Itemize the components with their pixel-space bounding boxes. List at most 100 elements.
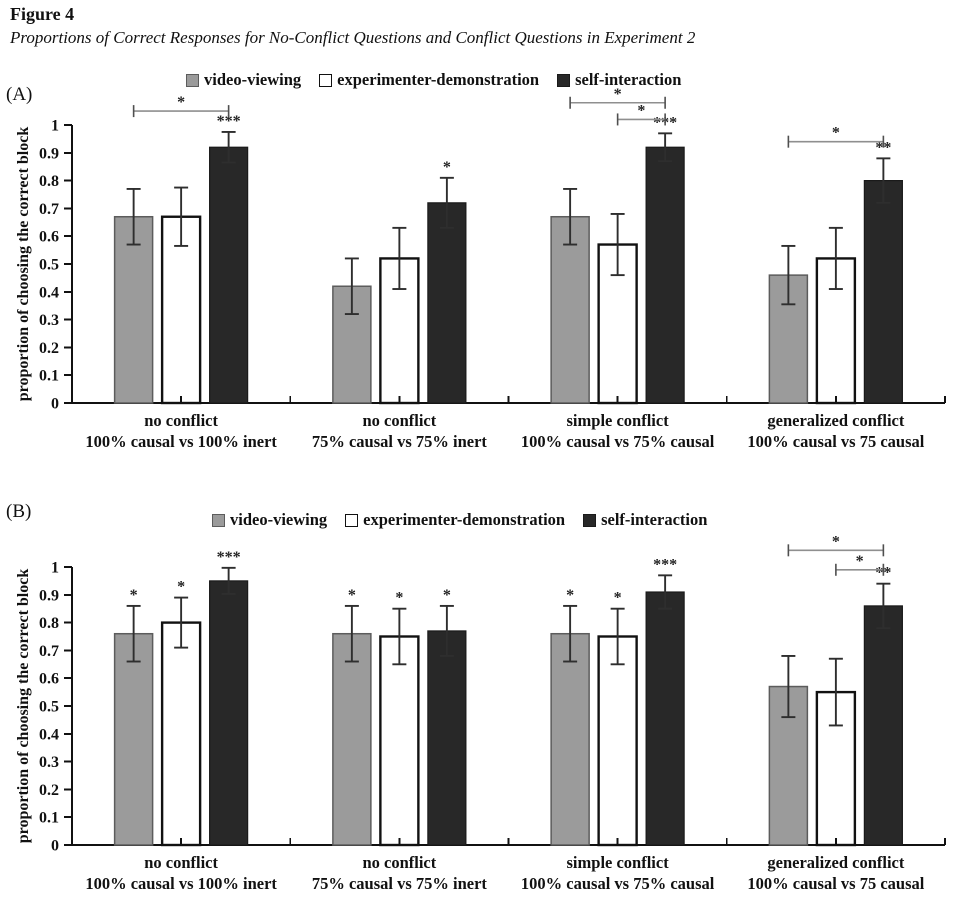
category-label-line1: no conflict	[362, 853, 436, 872]
y-tick-label: 0.4	[39, 726, 59, 743]
bar-video-viewing-group4	[768, 685, 809, 846]
figure-caption: Proportions of Correct Responses for No-…	[10, 28, 696, 47]
category-label-line2: 100% causal vs 75 causal	[747, 432, 924, 451]
legend-label-video-viewing: video-viewing	[204, 70, 302, 89]
bar-video-viewing-group3	[550, 632, 590, 846]
y-tick-label: 0.2	[39, 340, 59, 357]
y-tick-label: 0.7	[39, 643, 59, 660]
bar-self-interaction-group3	[645, 591, 685, 846]
bar-self-interaction-group3	[645, 146, 685, 404]
y-tick-label: 1	[51, 560, 59, 577]
y-tick-label: 0.6	[39, 229, 59, 246]
legend-item-experimenter-demonstration: experimenter-demonstration	[319, 70, 539, 90]
self-interaction-swatch-icon	[583, 513, 597, 527]
bar-experimenter-demonstration-group1	[160, 621, 202, 847]
legend-label-video-viewing: video-viewing	[230, 510, 328, 529]
category-label-line1: no conflict	[362, 411, 436, 430]
bar-experimenter-demonstration-group1	[160, 215, 202, 405]
bracket-label: *	[177, 94, 185, 111]
significance-stars: *	[614, 590, 622, 607]
y-tick-label: 0.4	[39, 284, 59, 301]
y-tick-label: 0.3	[39, 312, 59, 329]
y-tick-label: 0.8	[39, 173, 59, 190]
figure-number: Figure 4	[10, 4, 75, 24]
bar-self-interaction-group4	[863, 605, 903, 846]
significance-stars: *	[130, 587, 138, 604]
category-label-line1: simple conflict	[567, 853, 670, 872]
bar-video-viewing-group1	[113, 215, 154, 404]
bracket-label: *	[832, 533, 840, 550]
category-label-line2: 100% causal vs 75% causal	[521, 432, 715, 451]
y-tick-label: 0.1	[39, 810, 59, 827]
y-tick-label: 0.9	[39, 587, 59, 604]
video-viewing-swatch-icon	[186, 73, 199, 87]
significance-stars: ***	[217, 113, 241, 130]
y-tick-label: 0.1	[39, 368, 59, 385]
y-tick-label: 0.9	[39, 145, 59, 162]
y-tick-label: 0.6	[39, 671, 59, 688]
category-label-line1: no conflict	[144, 411, 218, 430]
legend-label-self-interaction: self-interaction	[601, 510, 708, 529]
category-label-line1: generalized conflict	[767, 411, 905, 430]
experimenter-demonstration-swatch-icon	[345, 513, 359, 527]
category-label-line1: no conflict	[144, 853, 218, 872]
bar-experimenter-demonstration-group3	[597, 635, 638, 847]
legend-item-experimenter-demonstration: experimenter-demonstration	[345, 510, 565, 530]
bracket-label: *	[637, 102, 645, 119]
y-tick-label: 0	[51, 396, 59, 413]
bar-self-interaction-group2	[427, 630, 467, 846]
chart-panel-b: 00.10.20.30.40.50.60.70.80.91* * *** ******…	[39, 533, 946, 893]
experimenter-demonstration-swatch-icon	[319, 73, 333, 87]
bar-self-interaction-group1	[209, 146, 249, 404]
bar-video-viewing-group3	[550, 215, 590, 404]
chart-panel-a: 00.10.20.30.40.50.60.70.80.91 ********** *…	[39, 86, 946, 451]
y-tick-label: 0.5	[39, 699, 59, 716]
legend-a: video-viewing experimenter-demonstration…	[186, 70, 681, 90]
significance-stars: ***	[653, 556, 677, 573]
y-tick-label: 0	[51, 838, 59, 855]
significance-stars: **	[875, 139, 891, 156]
self-interaction-swatch-icon	[557, 73, 571, 87]
significance-stars: ***	[217, 549, 241, 566]
category-label-line2: 100% causal vs 100% inert	[85, 874, 277, 893]
legend-b: video-viewing experimenter-demonstration…	[212, 510, 707, 530]
bracket-label: *	[832, 125, 840, 142]
significance-stars: *	[443, 159, 451, 176]
y-tick-label: 0.7	[39, 201, 59, 218]
legend-item-self-interaction: self-interaction	[583, 510, 707, 530]
category-label-line1: simple conflict	[567, 411, 670, 430]
panel-a-label: (A)	[6, 84, 33, 105]
y-tick-label: 0.5	[39, 257, 59, 274]
legend-label-experimenter-demonstration: experimenter-demonstration	[337, 70, 540, 89]
category-label-line2: 100% causal vs 75 causal	[747, 874, 924, 893]
y-tick-label: 0.8	[39, 615, 59, 632]
legend-item-video-viewing: video-viewing	[212, 510, 327, 530]
bar-experimenter-demonstration-group2	[379, 635, 420, 847]
y-tick-label: 1	[51, 118, 59, 135]
category-label-line2: 75% causal vs 75% inert	[312, 874, 488, 893]
significance-stars: *	[395, 590, 403, 607]
significance-stars: *	[443, 587, 451, 604]
category-label-line2: 100% causal vs 100% inert	[85, 432, 277, 451]
significance-stars: *	[566, 587, 574, 604]
category-label-line2: 75% causal vs 75% inert	[312, 432, 488, 451]
bar-self-interaction-group1	[209, 580, 249, 846]
video-viewing-swatch-icon	[212, 513, 225, 527]
bar-video-viewing-group2	[332, 632, 372, 846]
significance-stars: *	[177, 579, 185, 596]
category-label-line2: 100% causal vs 75% causal	[521, 874, 715, 893]
category-label-line1: generalized conflict	[767, 853, 905, 872]
y-tick-label: 0.2	[39, 782, 59, 799]
bar-video-viewing-group1	[113, 632, 154, 846]
legend-label-experimenter-demonstration: experimenter-demonstration	[363, 510, 566, 529]
legend-item-self-interaction: self-interaction	[557, 70, 681, 90]
bracket-label: *	[856, 553, 864, 570]
y-tick-label: 0.3	[39, 754, 59, 771]
bracket-label: *	[614, 86, 622, 103]
panel-b-label: (B)	[6, 501, 32, 522]
legend-label-self-interaction: self-interaction	[575, 70, 682, 89]
significance-stars: *	[348, 587, 356, 604]
bar-self-interaction-group4	[863, 179, 903, 404]
bar-self-interaction-group2	[427, 202, 467, 404]
